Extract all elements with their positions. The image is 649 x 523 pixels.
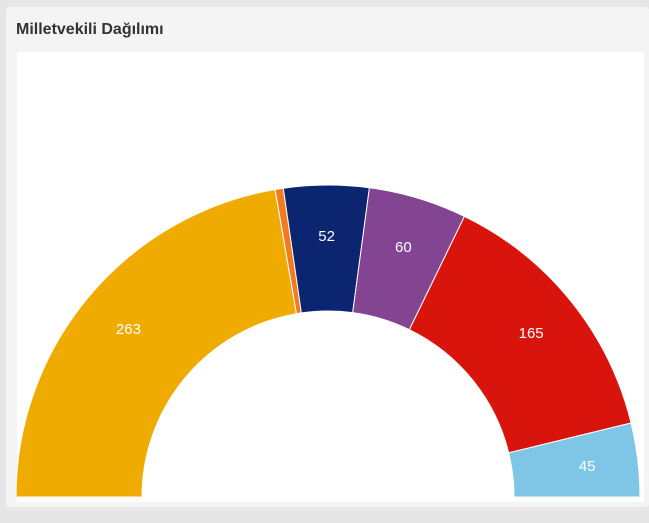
chart-title: Milletvekili Dağılımı (16, 21, 164, 38)
slice-label-2: 52 (318, 228, 335, 245)
slice-label-3: 60 (395, 239, 412, 256)
slice-label-4: 165 (519, 325, 544, 342)
slice-label-0: 263 (116, 321, 141, 338)
slice-0[interactable] (15, 188, 298, 498)
slice-5[interactable] (508, 422, 641, 498)
slice-label-5: 45 (579, 458, 596, 475)
